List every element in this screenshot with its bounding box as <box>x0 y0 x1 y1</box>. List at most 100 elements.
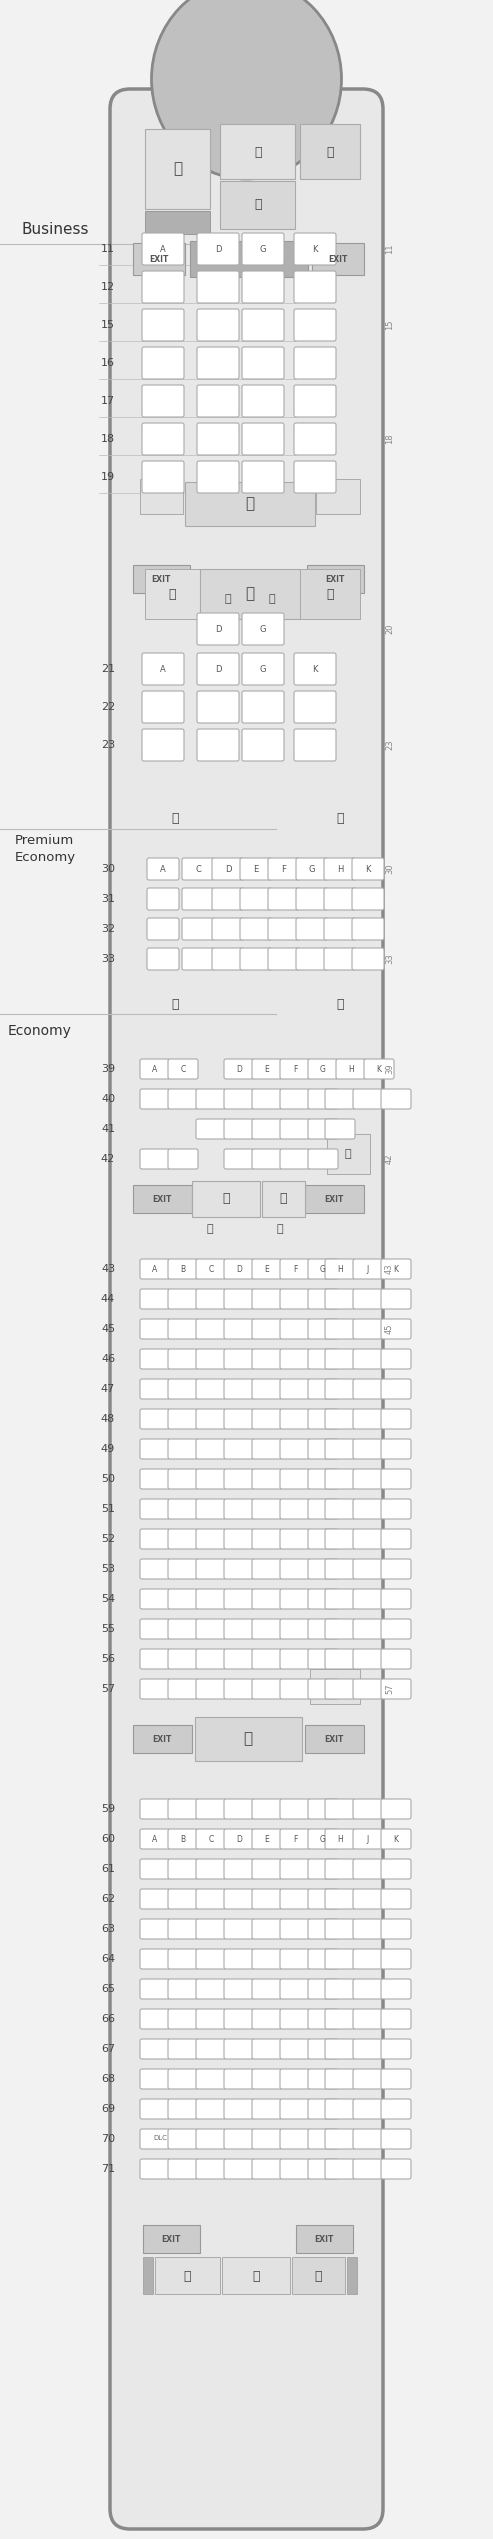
FancyBboxPatch shape <box>381 1889 411 1909</box>
Text: 71: 71 <box>101 2163 115 2173</box>
FancyBboxPatch shape <box>280 1919 310 1940</box>
FancyBboxPatch shape <box>197 612 239 645</box>
Bar <box>305 1186 364 1214</box>
FancyBboxPatch shape <box>296 889 328 909</box>
FancyBboxPatch shape <box>140 1800 170 1818</box>
FancyBboxPatch shape <box>140 1290 170 1310</box>
FancyBboxPatch shape <box>294 462 336 493</box>
Text: D: D <box>215 625 221 635</box>
Text: A: A <box>152 1836 158 1843</box>
FancyBboxPatch shape <box>308 1678 338 1699</box>
FancyBboxPatch shape <box>252 1620 282 1640</box>
Text: 23: 23 <box>385 739 394 752</box>
FancyBboxPatch shape <box>381 1978 411 1998</box>
FancyBboxPatch shape <box>280 2008 310 2029</box>
FancyBboxPatch shape <box>147 889 179 909</box>
Text: 22: 22 <box>101 701 115 711</box>
Text: 33: 33 <box>385 955 394 965</box>
FancyBboxPatch shape <box>308 1498 338 1518</box>
FancyBboxPatch shape <box>280 1470 310 1488</box>
FancyBboxPatch shape <box>197 462 239 493</box>
FancyBboxPatch shape <box>308 1059 338 1079</box>
FancyBboxPatch shape <box>325 1259 355 1280</box>
FancyBboxPatch shape <box>252 1259 282 1280</box>
Bar <box>145 211 210 234</box>
FancyBboxPatch shape <box>142 653 184 686</box>
Text: 🍽: 🍽 <box>326 587 334 602</box>
Text: 🚻: 🚻 <box>222 1193 230 1206</box>
Text: 18: 18 <box>385 434 394 444</box>
FancyBboxPatch shape <box>140 1089 170 1110</box>
FancyBboxPatch shape <box>280 1859 310 1879</box>
FancyBboxPatch shape <box>168 2130 198 2148</box>
FancyBboxPatch shape <box>142 462 184 493</box>
FancyBboxPatch shape <box>325 1589 355 1610</box>
Text: EXIT: EXIT <box>324 1193 344 1203</box>
Text: 43: 43 <box>385 1264 394 1275</box>
Text: G: G <box>260 625 266 635</box>
Bar <box>300 569 360 620</box>
Bar <box>140 480 183 513</box>
Text: D: D <box>236 1064 242 1074</box>
FancyBboxPatch shape <box>252 1379 282 1399</box>
FancyBboxPatch shape <box>280 2069 310 2090</box>
FancyBboxPatch shape <box>268 947 300 970</box>
FancyBboxPatch shape <box>196 1440 226 1460</box>
FancyBboxPatch shape <box>196 2039 226 2059</box>
FancyBboxPatch shape <box>168 1828 198 1848</box>
FancyBboxPatch shape <box>381 1919 411 1940</box>
FancyBboxPatch shape <box>140 2100 170 2120</box>
FancyBboxPatch shape <box>142 691 184 724</box>
FancyBboxPatch shape <box>224 1800 254 1818</box>
FancyBboxPatch shape <box>308 1379 338 1399</box>
Text: 15: 15 <box>101 320 115 330</box>
FancyBboxPatch shape <box>224 1919 254 1940</box>
Text: C: C <box>180 1064 186 1074</box>
FancyBboxPatch shape <box>280 1950 310 1970</box>
FancyBboxPatch shape <box>168 1318 198 1338</box>
FancyBboxPatch shape <box>252 1559 282 1579</box>
FancyBboxPatch shape <box>168 1470 198 1488</box>
FancyBboxPatch shape <box>280 1150 310 1168</box>
Text: A: A <box>160 863 166 873</box>
FancyBboxPatch shape <box>140 2130 170 2148</box>
FancyBboxPatch shape <box>197 729 239 762</box>
Text: C: C <box>209 1836 213 1843</box>
Bar <box>133 1186 192 1214</box>
FancyBboxPatch shape <box>325 2130 355 2148</box>
FancyBboxPatch shape <box>294 234 336 264</box>
FancyBboxPatch shape <box>325 1678 355 1699</box>
FancyBboxPatch shape <box>224 1440 254 1460</box>
FancyBboxPatch shape <box>224 1889 254 1909</box>
Text: 67: 67 <box>101 2044 115 2054</box>
FancyBboxPatch shape <box>252 2130 282 2148</box>
FancyBboxPatch shape <box>110 89 383 2529</box>
Text: G: G <box>320 1836 326 1843</box>
FancyBboxPatch shape <box>140 1348 170 1369</box>
FancyBboxPatch shape <box>196 1559 226 1579</box>
FancyBboxPatch shape <box>196 1620 226 1640</box>
Text: 19: 19 <box>101 472 115 482</box>
FancyBboxPatch shape <box>168 1620 198 1640</box>
FancyBboxPatch shape <box>252 1150 282 1168</box>
FancyBboxPatch shape <box>196 1978 226 1998</box>
FancyBboxPatch shape <box>353 1978 383 1998</box>
FancyBboxPatch shape <box>280 1089 310 1110</box>
FancyBboxPatch shape <box>325 1800 355 1818</box>
FancyBboxPatch shape <box>242 424 284 454</box>
FancyBboxPatch shape <box>252 1889 282 1909</box>
FancyBboxPatch shape <box>353 1648 383 1668</box>
Bar <box>133 244 185 274</box>
FancyBboxPatch shape <box>308 2100 338 2120</box>
FancyBboxPatch shape <box>197 653 239 686</box>
Text: D: D <box>236 1264 242 1275</box>
FancyBboxPatch shape <box>353 1379 383 1399</box>
FancyBboxPatch shape <box>381 1440 411 1460</box>
FancyBboxPatch shape <box>140 1528 170 1549</box>
Text: 54: 54 <box>101 1594 115 1605</box>
FancyBboxPatch shape <box>224 1648 254 1668</box>
Bar <box>300 124 360 180</box>
Text: 57: 57 <box>101 1683 115 1694</box>
FancyBboxPatch shape <box>140 1978 170 1998</box>
FancyBboxPatch shape <box>353 1440 383 1460</box>
